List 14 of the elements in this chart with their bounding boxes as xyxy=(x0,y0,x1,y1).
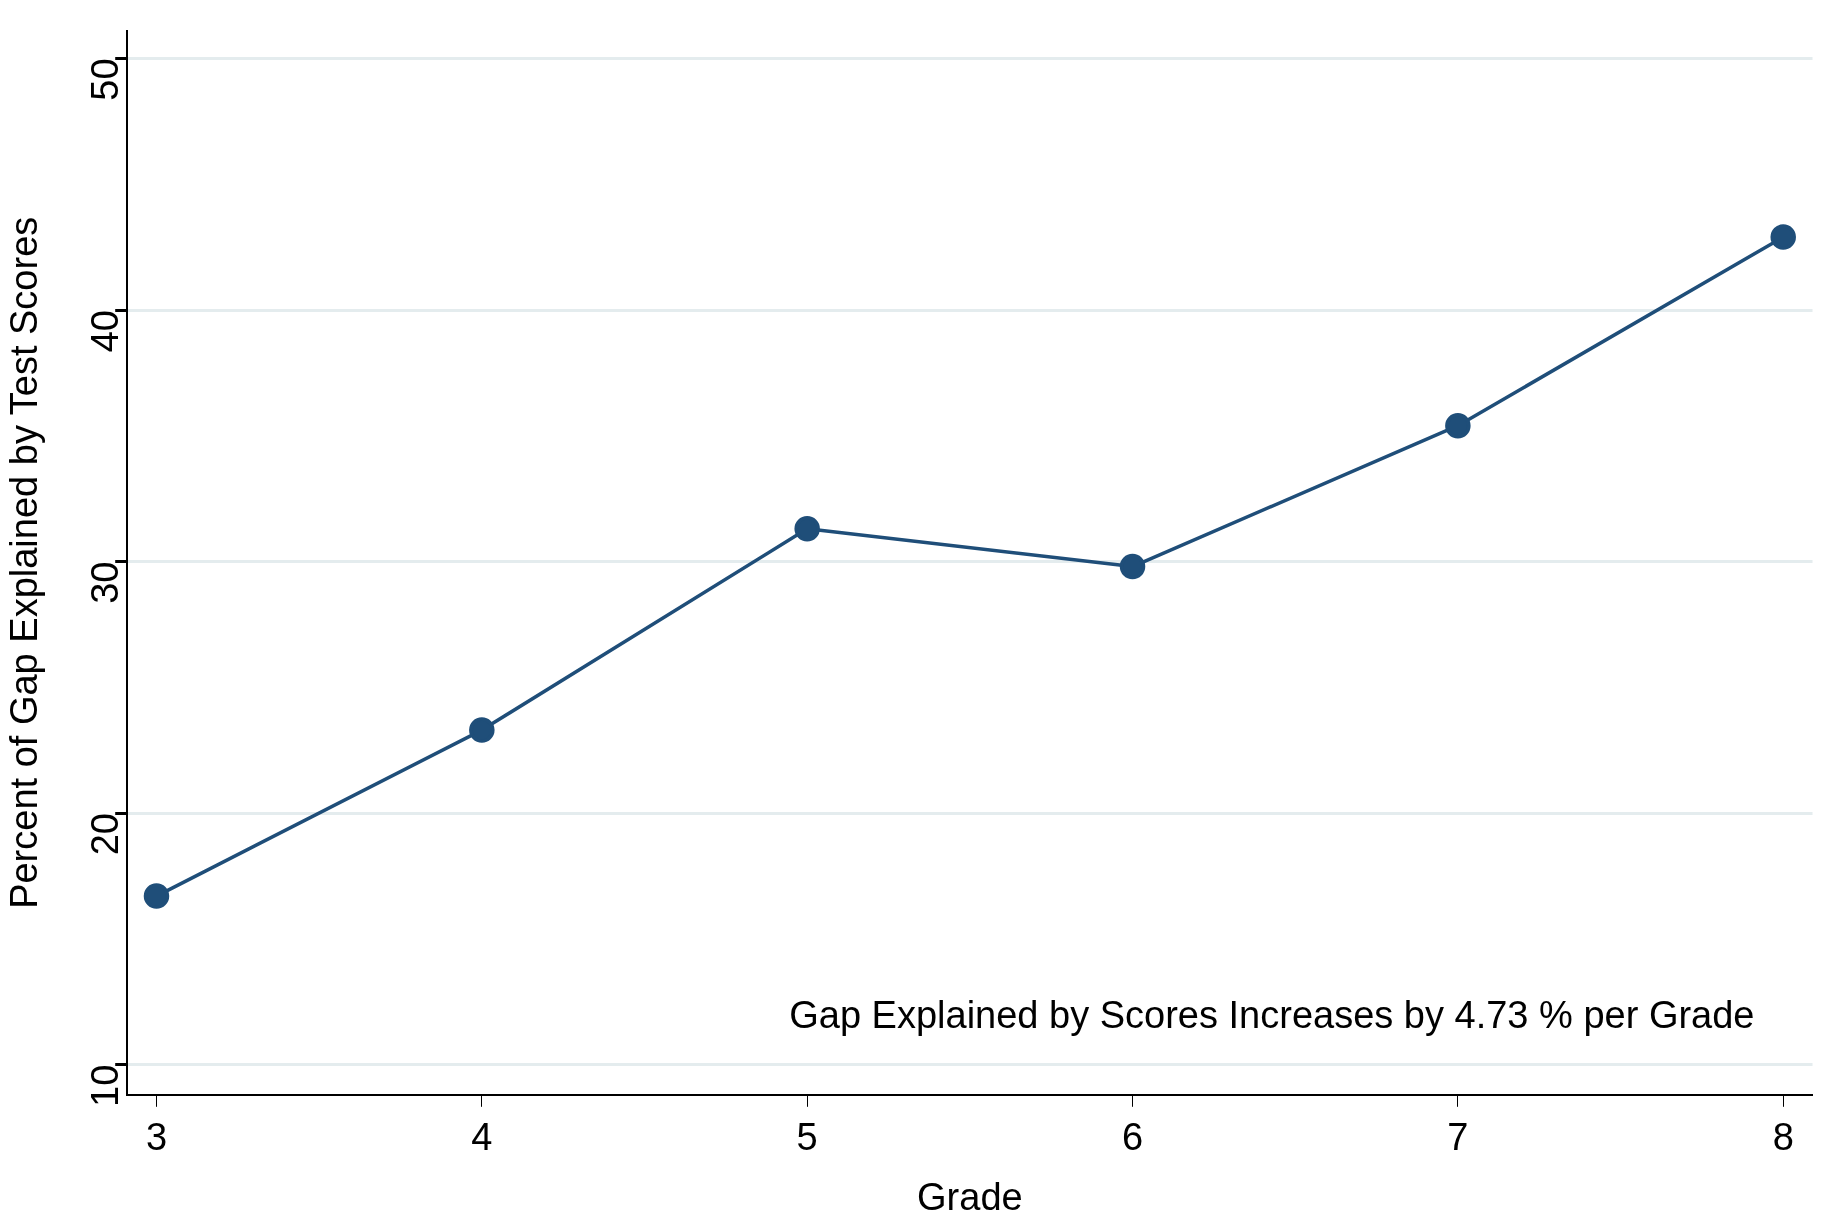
x-tick-label: 4 xyxy=(471,1116,493,1159)
y-tick-label: 20 xyxy=(83,813,126,856)
x-tick-label: 8 xyxy=(1772,1116,1794,1159)
annotation: Gap Explained by Scores Increases by 4.73 % per Grade xyxy=(789,994,1755,1037)
x-tick-label: 3 xyxy=(145,1116,168,1159)
y-tick-label: 50 xyxy=(83,58,126,101)
x-tick-label: 7 xyxy=(1447,1116,1469,1159)
x-tick-label: 5 xyxy=(796,1116,818,1159)
y-tick-label: 10 xyxy=(83,1064,126,1107)
y-tick-label: 30 xyxy=(83,561,126,604)
x-axis-title: Grade xyxy=(917,1175,1023,1218)
y-tick-label: 40 xyxy=(83,310,126,353)
y-axis-title: Percent of Gap Explained by Test Scores xyxy=(3,216,46,909)
x-tick-label: 6 xyxy=(1121,1116,1144,1159)
